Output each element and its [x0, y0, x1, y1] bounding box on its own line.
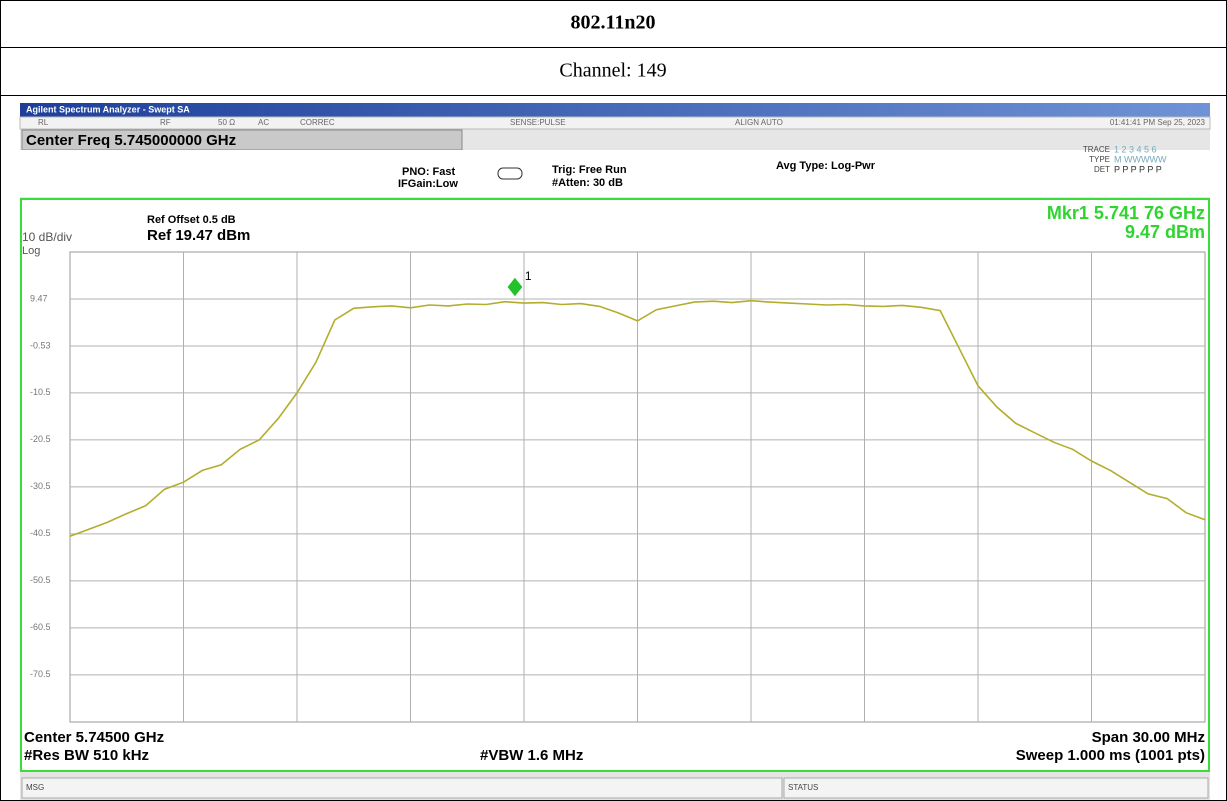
y-tick-label: -20.5 [30, 434, 51, 444]
det-label: DET [1094, 165, 1110, 174]
trace-values: 1 2 3 4 5 6 [1114, 144, 1157, 154]
marker [506, 276, 524, 298]
type-values: M WWWWW [1114, 154, 1167, 164]
plot-panel [20, 198, 1210, 772]
status-item: 01:41:41 PM Sep 25, 2023 [1110, 118, 1206, 127]
status-item: RF [160, 118, 171, 127]
marker-label: 1 [525, 269, 532, 283]
status-row [19, 116, 1211, 130]
center: Center 5.74500 GHz [24, 729, 164, 746]
marker-freq: Mkr1 5.741 76 GHz [1047, 203, 1205, 223]
table-title: 802.11n20 [570, 12, 655, 34]
scale-type: Log [22, 245, 40, 257]
y-tick-label: -60.5 [30, 622, 51, 632]
rbw: #Res BW 510 kHz [24, 747, 149, 764]
vbw: #VBW 1.6 MHz [480, 747, 583, 764]
scale: 10 dB/div [22, 230, 72, 244]
status-box [783, 777, 1209, 799]
trigger-icon [497, 167, 523, 180]
status-item: SENSE:PULSE [510, 118, 566, 127]
ifgain: IFGain:Low [398, 178, 458, 190]
atten: #Atten: 30 dB [552, 177, 623, 189]
msg: MSG [26, 783, 44, 792]
y-tick-label: -50.5 [30, 575, 51, 585]
status-item: ALIGN AUTO [735, 118, 783, 127]
ref-level: Ref 19.47 dBm [147, 227, 250, 244]
y-tick-label: 9.47 [30, 293, 48, 303]
det-values: P P P P P P [1114, 164, 1162, 174]
status-item: AC [258, 118, 269, 127]
trace [69, 299, 1206, 537]
status-item: CORREC [300, 118, 335, 127]
y-tick-label: -0.53 [30, 340, 51, 350]
status-item: 50 Ω [218, 118, 235, 127]
marker-level: 9.47 dBm [1125, 222, 1205, 242]
status: STATUS [788, 783, 818, 792]
window-title: Agilent Spectrum Analyzer - Swept SA [26, 104, 190, 114]
title-bar [20, 103, 1210, 117]
avg-type: Avg Type: Log-Pwr [776, 160, 876, 172]
y-tick-label: -10.5 [30, 387, 51, 397]
type-label: TYPE [1089, 155, 1110, 164]
trig: Trig: Free Run [552, 164, 627, 176]
ref-offset: Ref Offset 0.5 dB [147, 214, 236, 226]
y-tick-label: -30.5 [30, 481, 51, 491]
info-area [20, 150, 1210, 197]
span: Span 30.00 MHz [1092, 729, 1205, 746]
channel-label: Channel: 149 [559, 60, 666, 82]
status-item: RL [38, 118, 49, 127]
center-freq: Center Freq 5.745000000 GHz [26, 132, 236, 149]
y-tick-label: -40.5 [30, 528, 51, 538]
msg-box [21, 777, 783, 799]
pno: PNO: Fast [402, 166, 456, 178]
y-tick-label: -70.5 [30, 669, 51, 679]
trace-label: TRACE [1083, 145, 1110, 154]
sweep: Sweep 1.000 ms (1001 pts) [1016, 747, 1205, 764]
